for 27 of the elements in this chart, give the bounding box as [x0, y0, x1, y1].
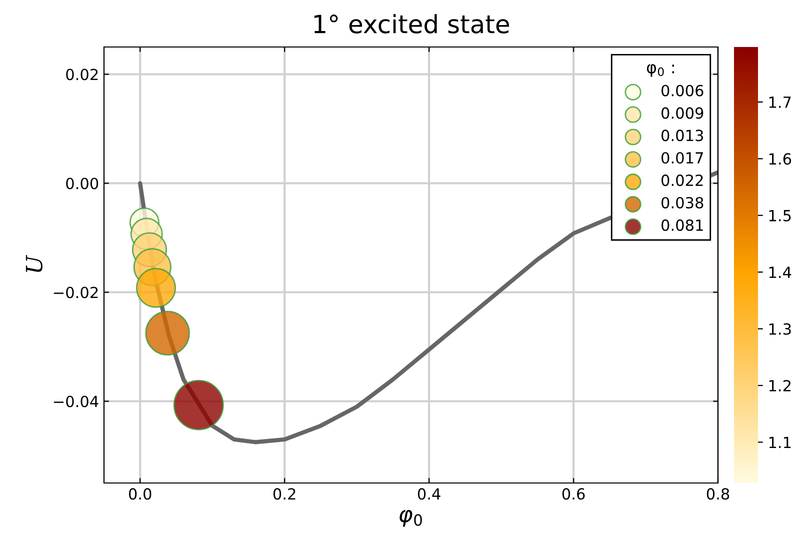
- color-bar-label: 1.5: [769, 210, 791, 222]
- legend-title: φ$_{0}$ :: [646, 64, 674, 77]
- x-tick-label: 0.2: [273, 488, 296, 500]
- y-tick-label: 0.00: [66, 178, 98, 190]
- legend-label: 0.013: [662, 130, 704, 142]
- y-tick-label: −0.02: [54, 286, 98, 298]
- chart-title: 1° excited state: [314, 14, 510, 34]
- legend-label: 0.022: [662, 174, 703, 186]
- legend-label: 0.006: [662, 84, 704, 96]
- x-tick-label: 0.0: [128, 488, 152, 500]
- y-axis-title: U: [26, 255, 42, 272]
- x-tick-label: 0.6: [562, 488, 585, 500]
- legend-label: 0.038: [662, 196, 704, 209]
- color-bar-label: 1.3: [769, 323, 791, 335]
- legend-label: 0.081: [662, 219, 703, 231]
- color-bar-label: 1.1: [769, 436, 791, 448]
- x-tick-label: 0.8: [706, 488, 730, 500]
- legend-label: 0.009: [662, 107, 704, 119]
- legend-label: 0.017: [662, 152, 703, 164]
- color-bar-label: 1.2: [769, 380, 790, 392]
- color-bar-label: 1.7: [769, 96, 791, 108]
- y-tick-label: −0.04: [54, 396, 98, 408]
- color-bar-label: 1.4: [769, 266, 792, 278]
- x-tick-label: 0.4: [418, 488, 440, 500]
- x-axis-title: φ$_{0}$: [400, 510, 422, 527]
- y-tick-label: 0.02: [66, 68, 98, 80]
- color-bar-label: 1.6: [769, 153, 792, 165]
